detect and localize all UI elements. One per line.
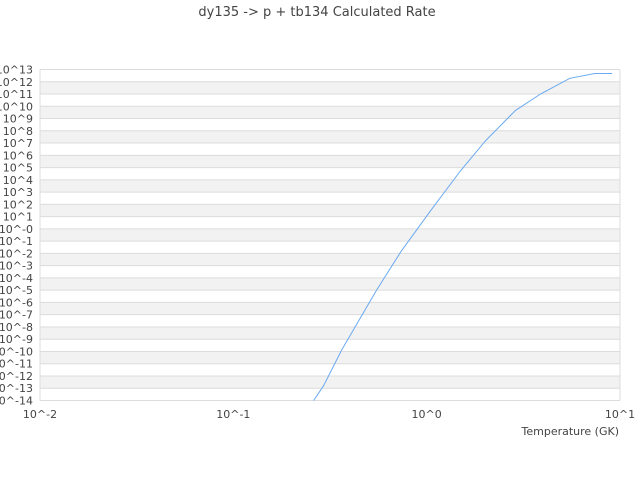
grid-band [40, 81, 620, 95]
x-tick-label: 10^1 [605, 408, 635, 421]
grid-band [40, 277, 620, 291]
grid-band [40, 302, 620, 315]
y-tick-label: 10^-2 [0, 247, 33, 260]
grid-band [40, 106, 620, 119]
y-tick-label: 10^3 [3, 186, 33, 199]
grid-band [40, 179, 620, 193]
grid-band [40, 375, 620, 389]
y-tick-label: 10^6 [3, 149, 33, 162]
y-tick-label: 10^13 [0, 64, 33, 77]
y-tick-label: 10^-11 [0, 358, 33, 371]
y-tick-label: 10^-12 [0, 370, 33, 383]
y-tick-label: 10^12 [0, 76, 33, 89]
grid-band [40, 130, 620, 144]
y-tick-label: 10^10 [0, 100, 33, 113]
grid-band [40, 253, 620, 266]
y-tick-label: 10^-4 [0, 272, 33, 285]
grid-band [40, 155, 620, 168]
grid-band [40, 326, 620, 340]
y-tick-label: 10^1 [3, 211, 33, 224]
y-tick-label: 10^5 [3, 162, 33, 175]
y-tick-label: 10^-8 [0, 321, 33, 334]
y-tick-label: 10^-0 [0, 223, 33, 236]
grid-band [40, 228, 620, 242]
y-tick-label: 10^-9 [0, 333, 33, 346]
y-tick-label: 10^9 [3, 113, 33, 126]
y-tick-label: 10^-10 [0, 345, 33, 358]
y-tick-label: 10^-7 [0, 309, 33, 322]
y-tick-label: 10^-14 [0, 395, 33, 408]
x-tick-label: 10^-1 [216, 408, 250, 421]
y-tick-label: 10^4 [3, 174, 33, 187]
y-tick-label: 10^-13 [0, 382, 33, 395]
x-axis-label: Temperature (GK) [521, 425, 620, 438]
y-tick-label: 10^-3 [0, 260, 33, 273]
y-tick-label: 10^8 [3, 125, 33, 138]
grid-band [40, 351, 620, 364]
y-tick-label: 10^-6 [0, 296, 33, 309]
y-tick-label: 10^11 [0, 88, 33, 101]
y-tick-label: 10^-1 [0, 235, 33, 248]
y-tick-label: 10^-5 [0, 284, 33, 297]
y-tick-label: 10^7 [3, 137, 33, 150]
x-tick-label: 10^-2 [23, 408, 57, 421]
grid-band [40, 204, 620, 217]
x-tick-label: 10^0 [412, 408, 442, 421]
series-line [313, 73, 613, 401]
y-tick-label: 10^2 [3, 198, 33, 211]
chart-title: dy135 -> p + tb134 Calculated Rate [198, 5, 435, 20]
